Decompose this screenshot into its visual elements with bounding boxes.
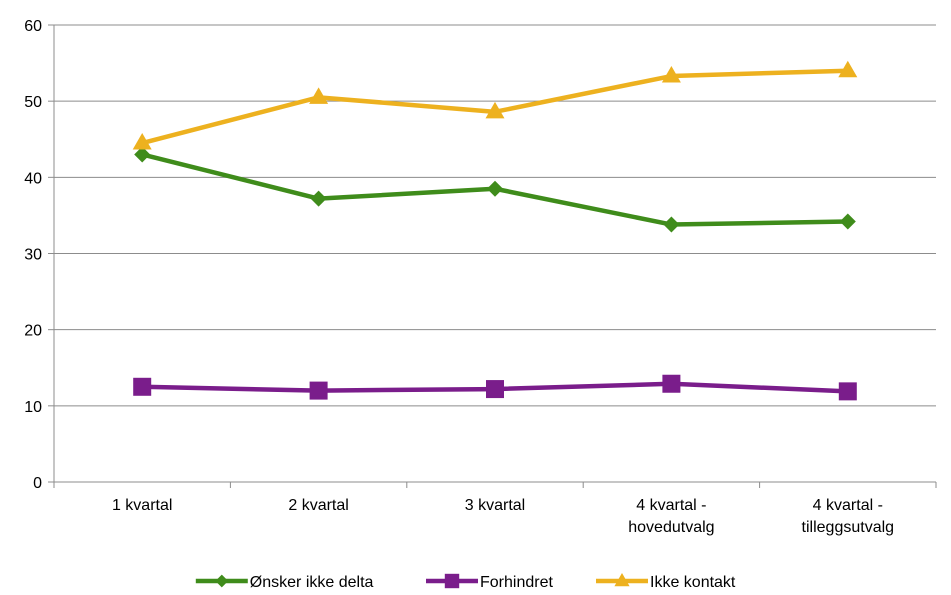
data-point-diamond [134, 146, 151, 163]
data-point-triangle [485, 101, 505, 119]
legend-label: Ikke kontakt [650, 574, 736, 591]
data-point-triangle [132, 133, 152, 150]
y-tick-label: 30 [24, 247, 42, 264]
x-tick-label: 4 kvartal -tilleggsutvalg [802, 497, 895, 536]
series-2 [133, 374, 857, 401]
legend-label: Ønsker ikke delta [250, 574, 374, 591]
y-tick-label: 50 [24, 94, 42, 111]
x-tick-label: 2 kvartal [288, 497, 348, 514]
data-point-diamond [215, 574, 229, 588]
y-tick-label: 0 [33, 475, 42, 492]
x-tick-label: 1 kvartal [112, 497, 172, 514]
y-tick-label: 60 [24, 18, 42, 35]
legend-label: Forhindret [480, 574, 553, 591]
legend-item-2: Forhindret [426, 573, 553, 591]
y-tick-label: 40 [24, 170, 42, 187]
data-point-triangle [309, 87, 329, 104]
data-point-triangle [838, 60, 858, 78]
data-point-diamond [310, 190, 327, 207]
grid-lines [54, 24, 936, 407]
data-point-square [662, 374, 681, 393]
data-point-triangle [614, 573, 630, 587]
series-3 [132, 60, 858, 150]
data-point-diamond [487, 180, 503, 197]
data-point-square [444, 573, 460, 589]
x-tick-label: 3 kvartal [465, 497, 525, 514]
series-group [132, 60, 858, 401]
legend: Ønsker ikke delta Forhindret Ikke kontakt [195, 573, 736, 591]
legend-item-1: Ønsker ikke delta [195, 574, 374, 591]
data-point-square [133, 377, 152, 396]
data-point-diamond [663, 216, 680, 233]
axes [48, 24, 937, 488]
x-tick-label: 4 kvartal -hovedutvalg [628, 497, 714, 536]
y-tick-label: 10 [24, 399, 42, 416]
y-tick-label: 20 [24, 323, 42, 340]
x-axis-ticks: 1 kvartal 2 kvartal 3 kvartal 4 kvartal -ho… [112, 497, 894, 536]
legend-item-3: Ikke kontakt [596, 573, 736, 591]
series-1 [134, 146, 856, 233]
data-point-diamond [839, 213, 856, 230]
data-point-triangle [661, 66, 681, 83]
data-point-square [309, 381, 328, 400]
data-point-square [838, 382, 857, 401]
data-point-square [486, 380, 504, 399]
y-axis-ticks: 0 10 20 30 40 50 60 [24, 18, 42, 492]
